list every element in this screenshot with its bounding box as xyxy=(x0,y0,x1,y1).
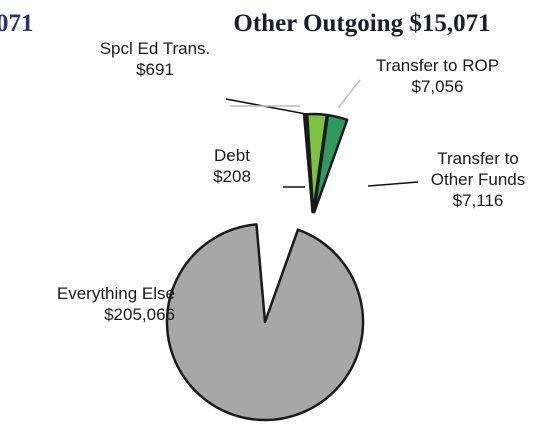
value-label: $205,066 xyxy=(104,305,175,324)
chart-title: Other Outgoing $15,071 xyxy=(233,10,490,37)
leader-lines xyxy=(225,79,419,188)
value-label: $7,116 xyxy=(452,191,504,210)
slice-label: Debt $208 xyxy=(182,145,282,187)
category-label: Everything Else xyxy=(56,284,175,303)
slice-label: Transfer to Other Funds $7,116 xyxy=(420,148,536,211)
leader-line xyxy=(337,79,361,109)
slice-label: Transfer to ROP $7,056 xyxy=(365,55,510,97)
category-label: Spcl Ed Trans. xyxy=(99,39,211,58)
value-label: $691 xyxy=(136,60,174,79)
leader-line xyxy=(367,181,419,187)
category-label: Transfer to Other Funds xyxy=(430,149,526,189)
value-label: $208 xyxy=(213,167,251,186)
category-label: Transfer to ROP xyxy=(375,56,500,75)
cropped-title: 071 xyxy=(0,10,34,37)
pie-slice xyxy=(165,223,365,422)
value-label: $7,056 xyxy=(411,77,464,96)
slice-label: Spcl Ed Trans. $691 xyxy=(95,38,215,80)
category-label: Debt xyxy=(214,146,250,165)
slice-label: Everything Else $205,066 xyxy=(0,283,175,325)
pie-slice xyxy=(312,113,349,214)
